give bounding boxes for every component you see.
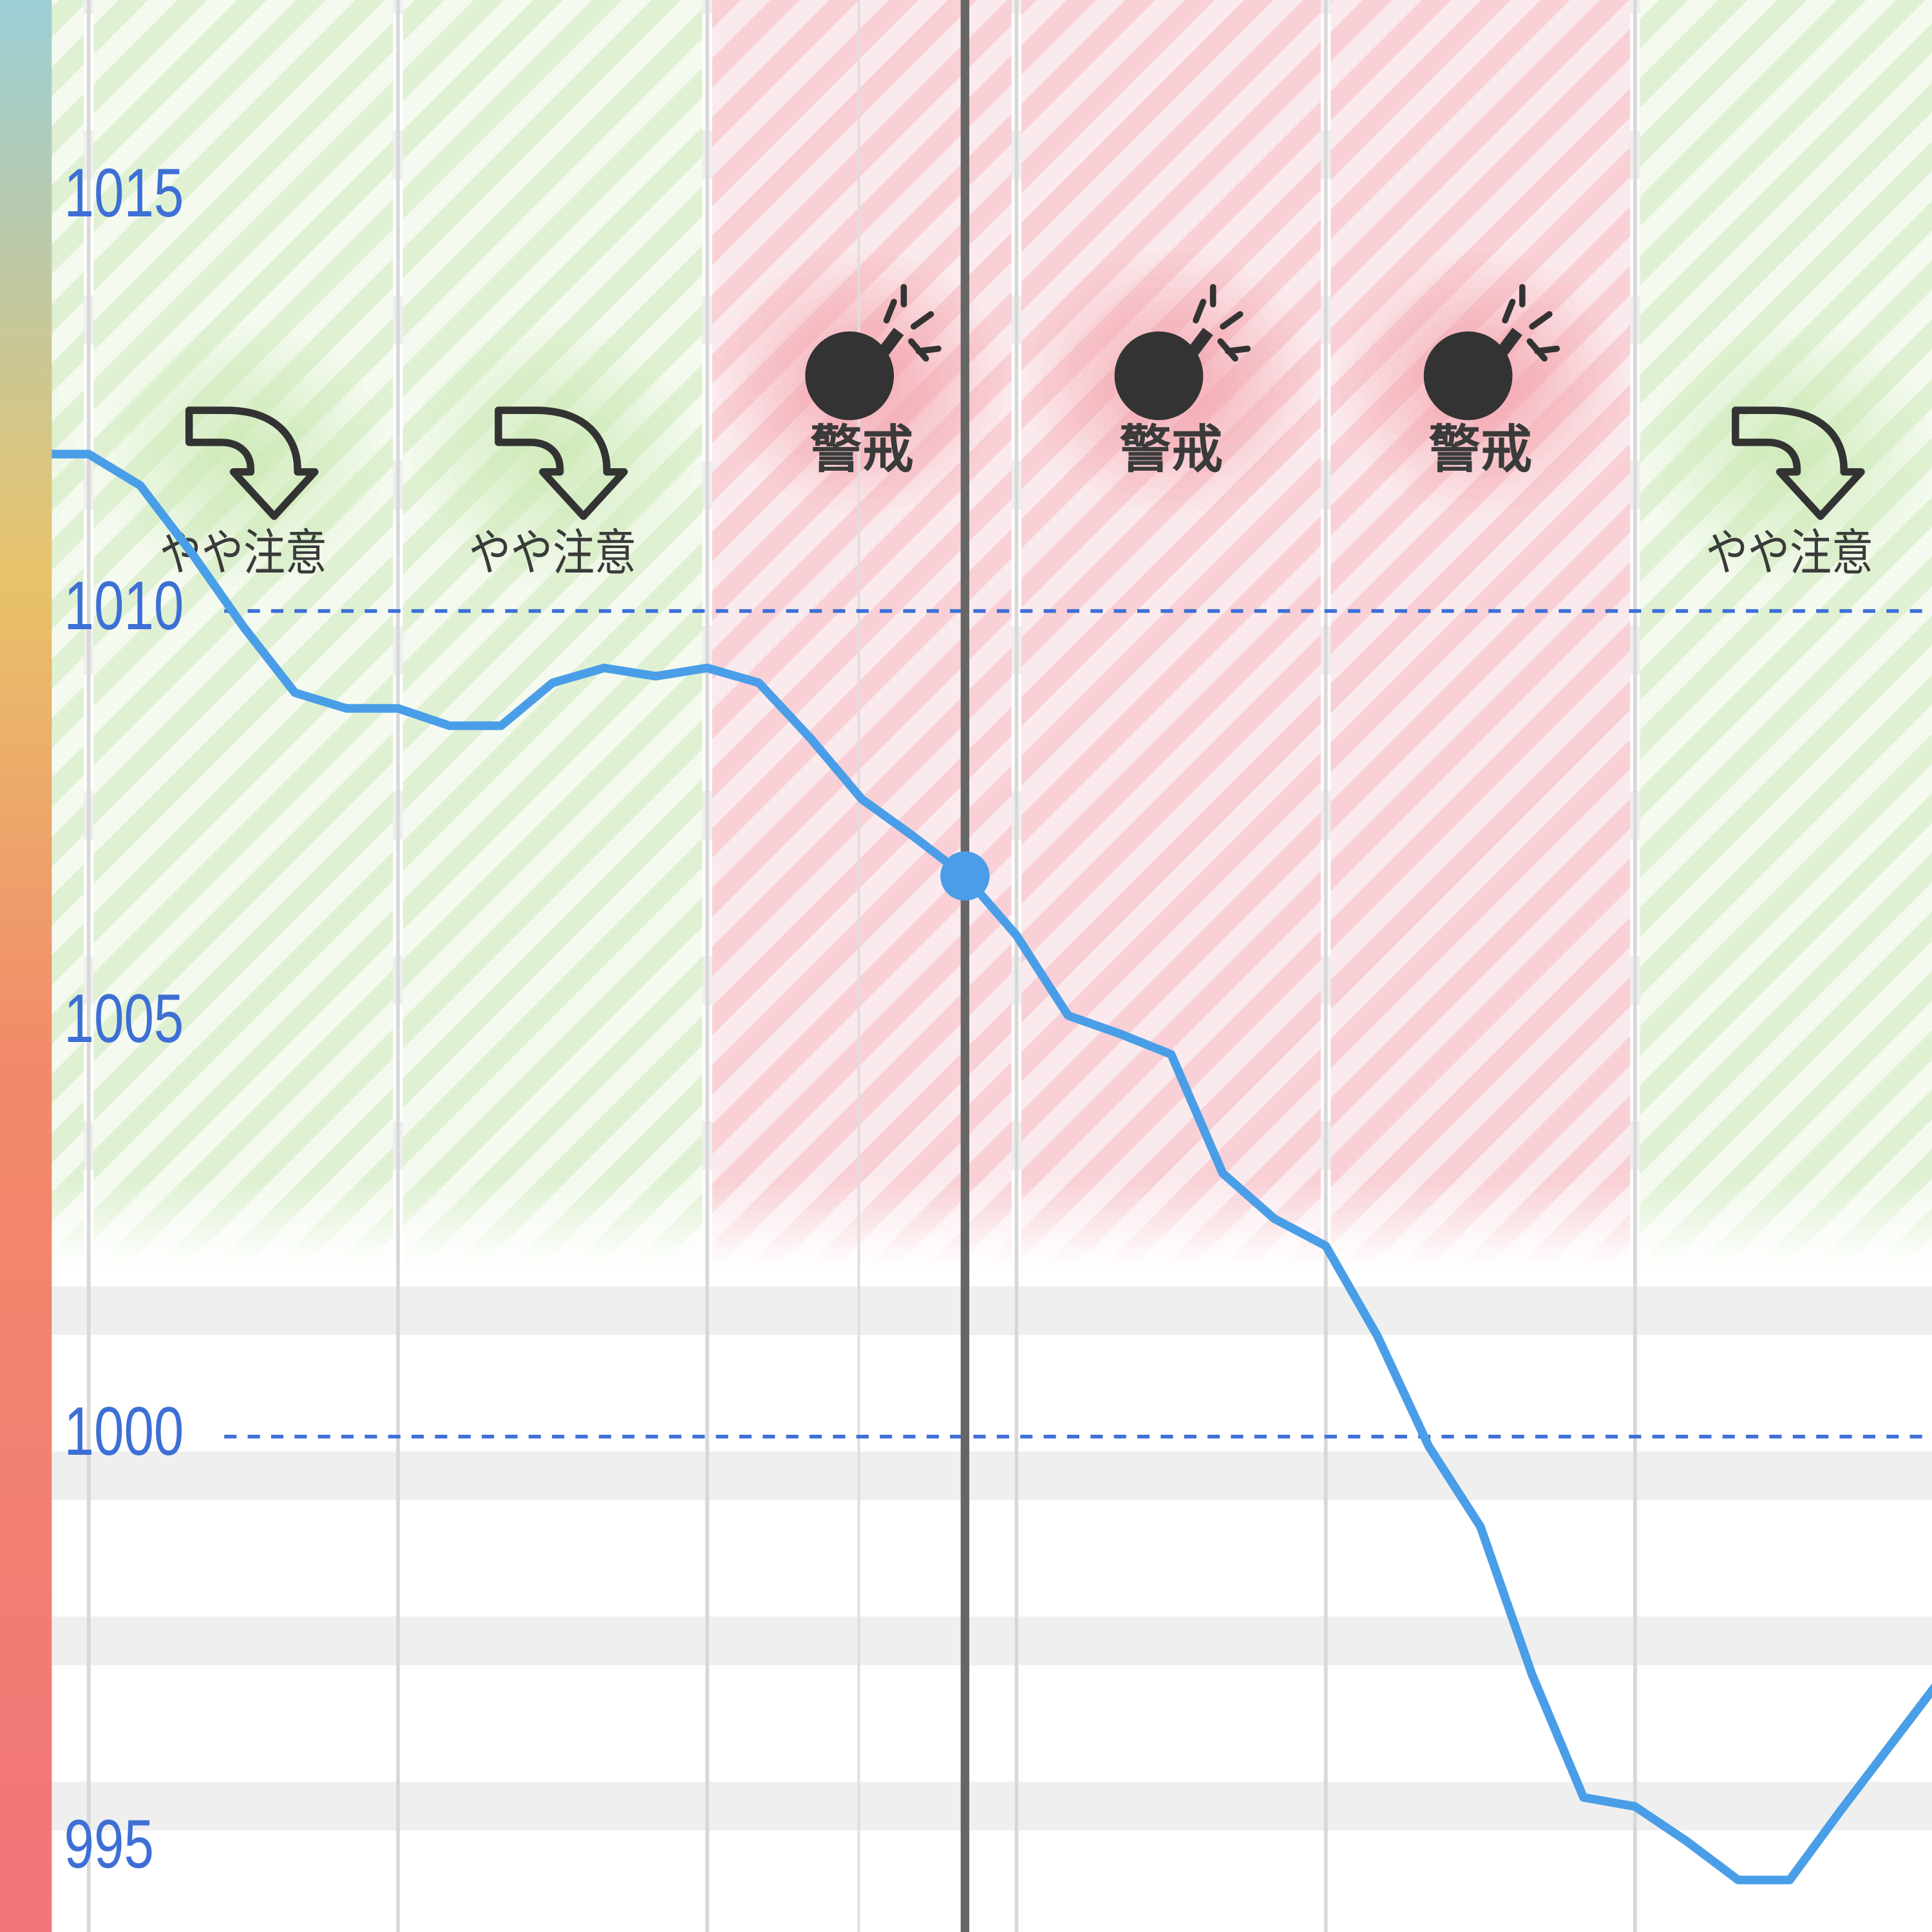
bomb-spark — [883, 298, 897, 324]
bomb-icon — [1423, 331, 1513, 421]
bomb-fuse — [1188, 327, 1213, 355]
trend-arrow — [1732, 406, 1865, 520]
y-tick-label: 1015 — [64, 155, 184, 231]
trend-arrow — [495, 406, 628, 520]
y-tick-label: 1005 — [64, 980, 184, 1057]
band — [52, 1451, 1932, 1501]
bomb-fuse — [1497, 327, 1522, 355]
zone-label: 警戒 — [810, 421, 914, 478]
bomb-spark — [1526, 338, 1548, 362]
current-point — [940, 851, 990, 901]
bomb-spark — [1217, 338, 1238, 362]
zone-label: 警戒 — [1119, 421, 1223, 478]
bomb-icon — [805, 331, 895, 421]
band — [52, 1286, 1932, 1336]
bomb-spark — [1220, 311, 1244, 330]
trend-arrow — [185, 406, 319, 520]
zone-label: やや注意 — [160, 526, 327, 581]
zone-fill — [402, 0, 703, 1269]
band — [52, 1616, 1932, 1665]
bomb-spark — [908, 338, 929, 362]
reference-layer — [224, 609, 1932, 1439]
level-bar — [0, 0, 52, 1932]
zone-glow — [1642, 320, 1932, 592]
zone-fill — [1021, 0, 1321, 1269]
y-tick-label: 1000 — [64, 1393, 184, 1470]
bomb-spark — [1193, 298, 1207, 324]
bomb-icon — [1114, 331, 1204, 421]
bomb-spark — [910, 311, 934, 330]
y-axis: 995 1000 1005 1010 1015 — [64, 155, 184, 1882]
zone-fill — [1640, 0, 1932, 1269]
bomb-fuse — [879, 327, 904, 355]
y-tick-label: 1010 — [64, 567, 184, 644]
zone-label: やや注意 — [1706, 526, 1873, 581]
zone-label: やや注意 — [469, 526, 636, 581]
band — [52, 1781, 1932, 1831]
zone-fill — [93, 0, 393, 1269]
vertical-grid — [86, 0, 1637, 1932]
y-tick-label: 995 — [64, 1806, 153, 1882]
bomb-spark — [1502, 298, 1516, 324]
zone-label: 警戒 — [1428, 421, 1532, 478]
zone-fill — [1331, 0, 1631, 1269]
bomb-spark — [1529, 311, 1553, 330]
